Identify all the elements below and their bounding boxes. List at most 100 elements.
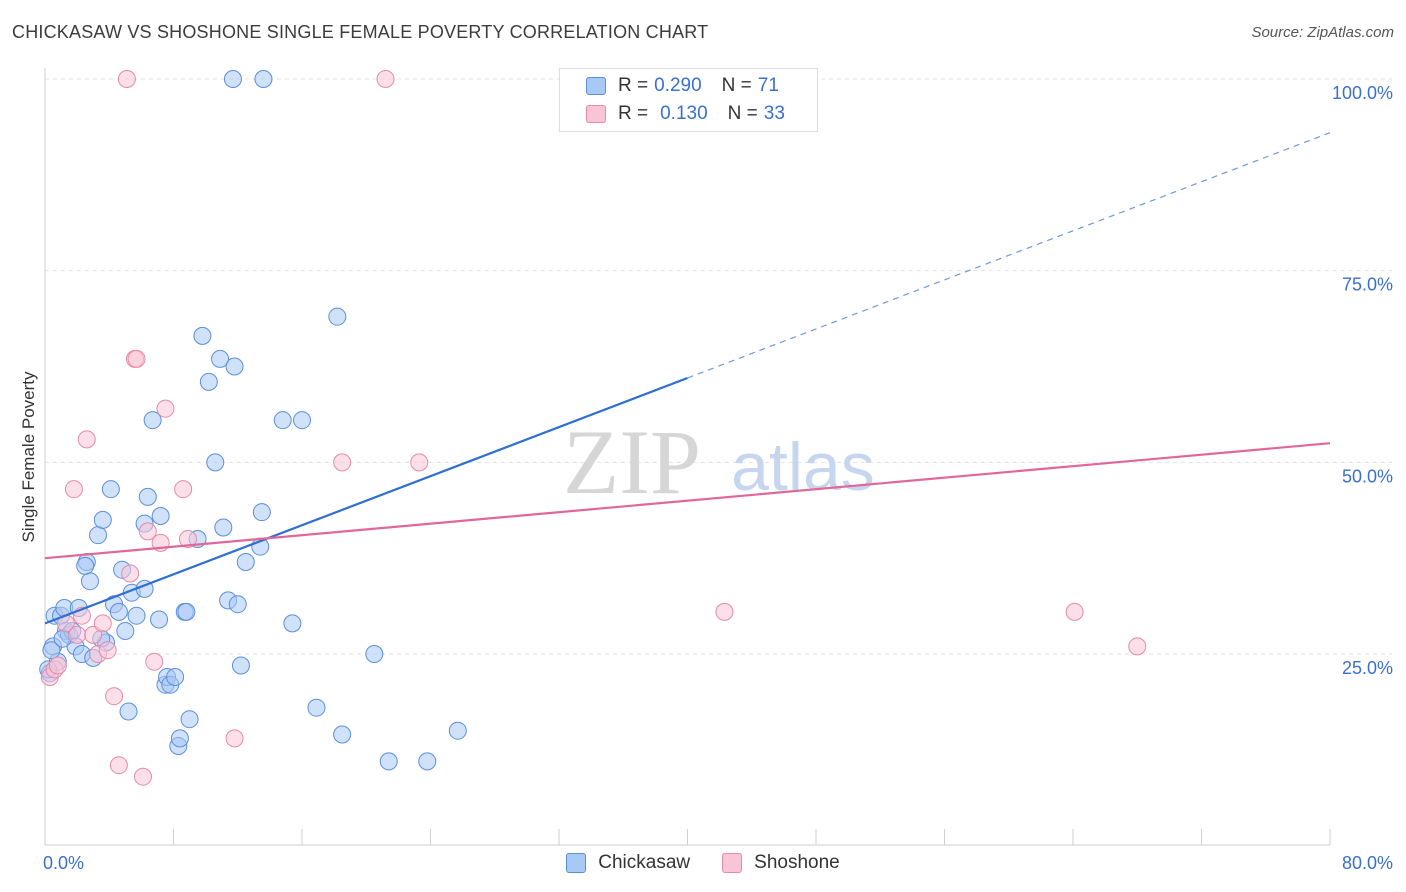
shoshone-point	[77, 430, 96, 449]
x-tick-label: 0.0%	[43, 853, 84, 873]
series-legend: Chickasaw Shoshone	[0, 852, 1406, 874]
chickasaw-point	[166, 668, 185, 687]
legend-item-shoshone[interactable]: Shoshone	[722, 852, 840, 874]
axes	[44, 68, 1331, 846]
watermark-atlas: atlas	[731, 429, 875, 505]
chickasaw-point	[328, 307, 347, 326]
chickasaw-point	[236, 553, 255, 572]
shoshone-point	[68, 625, 87, 644]
shoshone-point	[225, 729, 244, 748]
chickasaw-swatch	[566, 853, 587, 873]
chickasaw-point	[199, 372, 218, 391]
chickasaw-point	[138, 487, 157, 506]
chickasaw-point	[333, 725, 352, 744]
chickasaw-point	[254, 70, 273, 88]
chickasaw-point	[252, 503, 271, 522]
y-tick-label: 100.0%	[1332, 83, 1393, 103]
source-credit: Source: ZipAtlas.com	[1251, 24, 1394, 41]
shoshone-point	[64, 480, 83, 499]
chickasaw-point	[119, 702, 138, 721]
legend-label: Chickasaw	[598, 852, 691, 873]
series-shoshone	[40, 70, 1147, 786]
chickasaw-swatch	[586, 77, 606, 95]
shoshone-point	[178, 530, 197, 549]
chickasaw-point	[365, 645, 384, 664]
x-tick-label: 80.0%	[1342, 853, 1393, 873]
n-label: N =	[721, 75, 752, 96]
legend-item-chickasaw[interactable]: Chickasaw	[566, 852, 690, 874]
shoshone-point	[333, 453, 352, 472]
shoshone-point	[1065, 602, 1084, 621]
chickasaw-point	[93, 510, 112, 529]
chickasaw-point	[211, 349, 230, 368]
r-value: 0.290	[654, 75, 702, 96]
shoshone-point	[1128, 637, 1147, 656]
chickasaw-point	[379, 752, 398, 771]
y-tick-label: 75.0%	[1342, 275, 1393, 295]
tick-labels: 25.0% 50.0% 75.0% 100.0% 0.0% 80.0%	[43, 83, 1393, 873]
shoshone-point	[133, 767, 152, 786]
shoshone-point	[48, 656, 67, 675]
chickasaw-point	[307, 698, 326, 717]
r-label: R =	[618, 103, 649, 124]
shoshone-point	[98, 641, 117, 660]
chickasaw-point	[150, 610, 169, 629]
chickasaw-point	[89, 526, 108, 545]
chickasaw-point	[180, 710, 199, 729]
chickasaw-point	[177, 602, 196, 621]
chickasaw-point	[448, 721, 467, 740]
chickasaw-point	[193, 326, 212, 345]
y-tick-label: 50.0%	[1342, 466, 1393, 486]
shoshone-point	[156, 399, 175, 418]
y-tick-label: 25.0%	[1342, 658, 1393, 678]
chickasaw-point	[214, 518, 233, 537]
chickasaw-point	[80, 572, 99, 591]
shoshone-point	[376, 70, 395, 88]
shoshone-point	[715, 602, 734, 621]
chickasaw-point	[231, 656, 250, 675]
chickasaw-point	[228, 595, 247, 614]
n-value: 71	[757, 75, 779, 96]
chickasaw-point	[116, 622, 135, 641]
r-value: 0.130	[660, 103, 708, 124]
shoshone-point	[117, 70, 136, 88]
chickasaw-point	[170, 729, 189, 748]
chickasaw-point	[273, 411, 292, 430]
chickasaw-point	[101, 480, 120, 499]
chickasaw-point	[206, 453, 225, 472]
shoshone-swatch	[722, 853, 743, 873]
shoshone-trend-line	[44, 442, 1331, 560]
legend-label: Shoshone	[754, 852, 840, 873]
shoshone-point	[109, 756, 128, 775]
n-value: 33	[763, 103, 785, 124]
shoshone-point	[174, 480, 193, 499]
trend-lines	[44, 132, 1331, 625]
chickasaw-point	[143, 411, 162, 430]
chickasaw-point	[293, 411, 311, 430]
shoshone-point	[127, 349, 146, 368]
chickasaw-point	[225, 357, 244, 376]
chickasaw-point	[283, 614, 302, 633]
chickasaw-point	[418, 752, 437, 771]
shoshone-swatch	[586, 105, 606, 123]
shoshone-point	[121, 564, 140, 583]
y-axis-title: Single Female Poverty	[19, 371, 38, 543]
chickasaw-trend-line	[44, 376, 688, 625]
stats-legend: R = 0.290 N = 71 R = 0.130 N = 33	[559, 68, 818, 132]
chickasaw-point	[151, 507, 170, 526]
watermark-zip: ZIP	[563, 411, 701, 513]
shoshone-point	[138, 522, 157, 541]
shoshone-point	[84, 625, 103, 644]
chickasaw-trend-extension	[687, 132, 1331, 379]
chickasaw-point	[109, 602, 128, 621]
n-label: N =	[727, 103, 758, 124]
shoshone-point	[93, 614, 112, 633]
shoshone-point	[105, 687, 124, 706]
stats-row-chickasaw: R = 0.290 N = 71	[586, 73, 779, 99]
chickasaw-point	[76, 556, 95, 575]
series-chickasaw	[39, 70, 467, 771]
r-label: R =	[618, 75, 649, 96]
stats-row-shoshone: R = 0.130 N = 33	[586, 101, 785, 127]
chickasaw-point	[127, 606, 146, 625]
